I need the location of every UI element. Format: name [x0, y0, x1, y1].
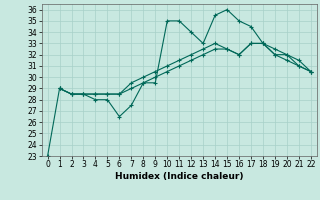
X-axis label: Humidex (Indice chaleur): Humidex (Indice chaleur) [115, 172, 244, 181]
